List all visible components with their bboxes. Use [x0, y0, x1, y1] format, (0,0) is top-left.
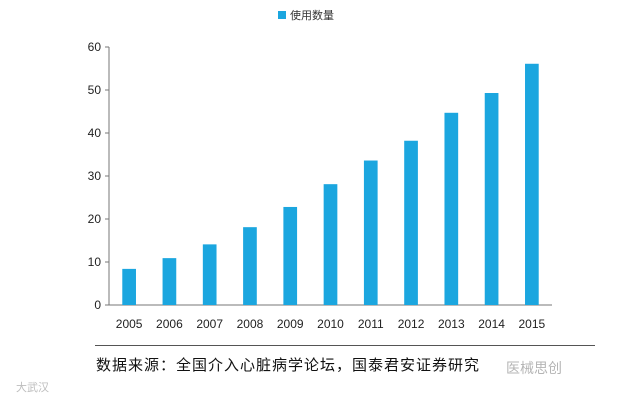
bar-2010 — [323, 184, 338, 305]
source-note: 数据来源：全国介入心脏病学论坛，国泰君安证券研究 — [96, 356, 481, 374]
bar-2006 — [162, 258, 177, 305]
y-tick-label: 30 — [88, 169, 102, 183]
bar-2012 — [404, 140, 418, 305]
y-tick-label: 50 — [88, 83, 102, 97]
y-tick-label: 0 — [94, 298, 101, 312]
bar-2015 — [525, 63, 539, 305]
bar-2009 — [283, 206, 298, 305]
x-tick-label: 2012 — [398, 317, 425, 331]
x-tick-label: 2005 — [116, 317, 143, 331]
x-tick-label: 2007 — [196, 317, 223, 331]
x-tick-label: 2015 — [519, 317, 546, 331]
x-tick-label: 2006 — [156, 317, 183, 331]
y-ticks: 0 10 20 30 40 50 60 — [88, 40, 109, 312]
x-tick-label: 2010 — [317, 317, 344, 331]
bar-2013 — [444, 112, 459, 305]
x-tick-label: 2011 — [358, 317, 384, 331]
watermark-right: 医械思创 — [506, 361, 562, 377]
x-tick-label: 2014 — [478, 317, 505, 331]
bar-2007 — [202, 244, 217, 305]
legend: 使用数量 — [278, 9, 334, 22]
bar-2011 — [363, 160, 378, 305]
x-ticks: 2005 2006 2007 2008 2009 2010 2011 2012 2013 2014… — [116, 317, 546, 331]
y-tick-label: 10 — [88, 255, 102, 269]
source-divider — [95, 345, 595, 346]
bar-2008 — [243, 227, 257, 305]
bars — [122, 63, 539, 305]
bar-2005 — [122, 268, 136, 305]
y-tick-label: 40 — [88, 126, 102, 140]
bar-2014 — [484, 93, 499, 305]
x-tick-label: 2009 — [277, 317, 304, 331]
x-tick-label: 2008 — [237, 317, 264, 331]
x-tick-label: 2013 — [438, 317, 465, 331]
y-tick-label: 60 — [88, 40, 102, 54]
y-tick-label: 20 — [88, 212, 102, 226]
legend-label: 使用数量 — [290, 9, 334, 22]
legend-swatch — [278, 11, 286, 19]
watermark-left: 大武汉 — [16, 381, 49, 394]
